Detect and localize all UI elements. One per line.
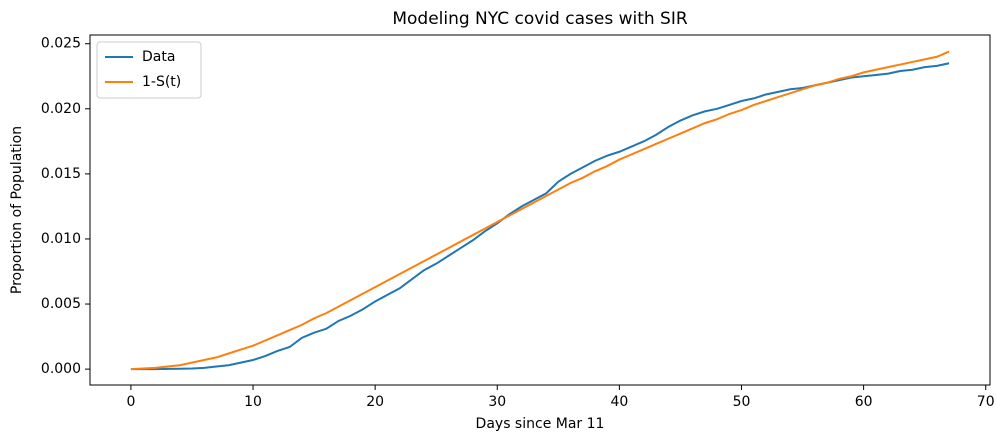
y-tick-label: 0.015 <box>41 166 81 182</box>
y-tick-label: 0.005 <box>41 296 81 312</box>
legend-label: Data <box>142 49 175 65</box>
y-tick-label: 0.025 <box>41 36 81 52</box>
x-tick-label: 0 <box>126 394 135 410</box>
legend-label: 1-S(t) <box>142 74 181 90</box>
data-line <box>130 62 950 371</box>
x-tick-label: 60 <box>855 394 873 410</box>
plot-frame <box>89 34 991 386</box>
x-tick-label: 30 <box>488 394 506 410</box>
x-tick-label: 70 <box>977 394 995 410</box>
chart-title: Modeling NYC covid cases with SIR <box>392 9 688 29</box>
x-tick-label: 10 <box>244 394 262 410</box>
x-axis-label: Days since Mar 11 <box>476 416 605 432</box>
y-axis-label: Proportion of Population <box>9 126 25 294</box>
x-tick-label: 20 <box>366 394 384 410</box>
y-tick-label: 0.010 <box>41 231 81 247</box>
y-tick-label: 0.000 <box>41 361 81 377</box>
x-tick-label: 50 <box>733 394 751 410</box>
y-tick-label: 0.020 <box>41 101 81 117</box>
data-line <box>130 50 950 371</box>
x-tick-label: 40 <box>610 394 628 410</box>
